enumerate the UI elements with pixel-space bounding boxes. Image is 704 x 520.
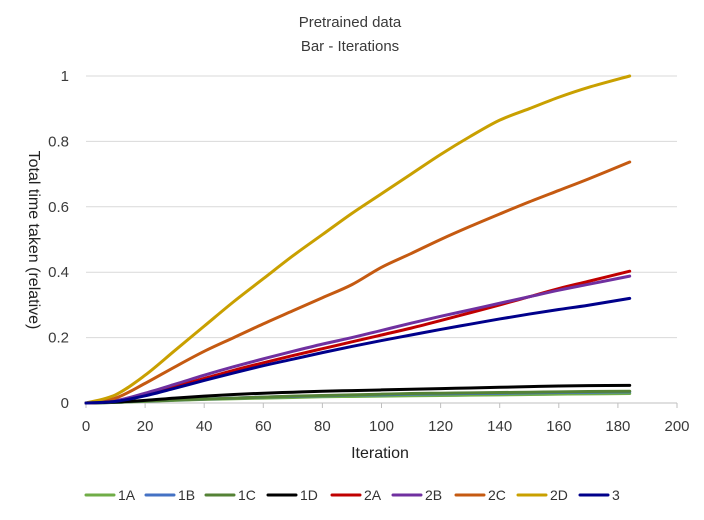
legend-item-2b: 2B	[391, 487, 442, 503]
x-tick-label: 120	[428, 418, 453, 435]
x-axis-title: Iteration	[351, 445, 409, 462]
y-axis-title: Total time taken (relative)	[25, 151, 42, 330]
legend-label: 1C	[238, 487, 256, 503]
legend-label: 2D	[550, 487, 568, 503]
legend-label: 1D	[300, 487, 318, 503]
y-tick-label: 0.4	[48, 264, 69, 281]
x-tick-label: 20	[137, 418, 154, 435]
x-tick-label: 180	[605, 418, 630, 435]
chart-title: Pretrained data	[299, 14, 402, 31]
axes: 0 0.2 0.4 0.6 0.8 1 0 20 40 60 80 100 120 140 160 180 20…	[48, 68, 689, 435]
series-lines	[84, 74, 632, 405]
legend-item-1c: 1C	[204, 487, 256, 503]
y-tick-label: 0	[61, 395, 69, 412]
legend-label: 2B	[425, 487, 442, 503]
legend-label: 2A	[364, 487, 382, 503]
chart-subtitle: Bar - Iterations	[301, 38, 399, 55]
legend-label: 1A	[118, 487, 136, 503]
legend-item-1a: 1A	[84, 487, 136, 503]
legend-item-2c: 2C	[454, 487, 506, 503]
y-tick-label: 1	[61, 68, 69, 85]
legend-label: 3	[612, 487, 620, 503]
series-line-3	[84, 296, 632, 405]
gridlines	[86, 75, 677, 339]
series-line-2c	[84, 160, 632, 405]
legend-label: 2C	[488, 487, 506, 503]
series-line-1d	[84, 383, 632, 405]
series-line-1c	[84, 389, 632, 405]
legend-item-2d: 2D	[516, 487, 568, 503]
y-tick-label: 0.8	[48, 133, 69, 150]
x-tick-label: 0	[82, 418, 90, 435]
series-line-2d	[84, 74, 632, 405]
x-tick-label: 160	[546, 418, 571, 435]
x-tick-label: 80	[314, 418, 331, 435]
x-tick-label: 140	[487, 418, 512, 435]
y-tick-label: 0.2	[48, 330, 69, 347]
legend-item-1b: 1B	[144, 487, 195, 503]
x-tick-label: 100	[369, 418, 394, 435]
legend-label: 1B	[178, 487, 195, 503]
legend-item-1d: 1D	[266, 487, 318, 503]
legend-item-2a: 2A	[330, 487, 382, 503]
x-tick-label: 40	[196, 418, 213, 435]
x-tick-label: 200	[664, 418, 689, 435]
legend: 1A 1B 1C 1D 2A 2B 2C 2D 3	[84, 487, 620, 503]
legend-item-3: 3	[578, 487, 620, 503]
series-line-2b	[84, 274, 632, 405]
y-tick-label: 0.6	[48, 199, 69, 216]
x-tick-label: 60	[255, 418, 272, 435]
